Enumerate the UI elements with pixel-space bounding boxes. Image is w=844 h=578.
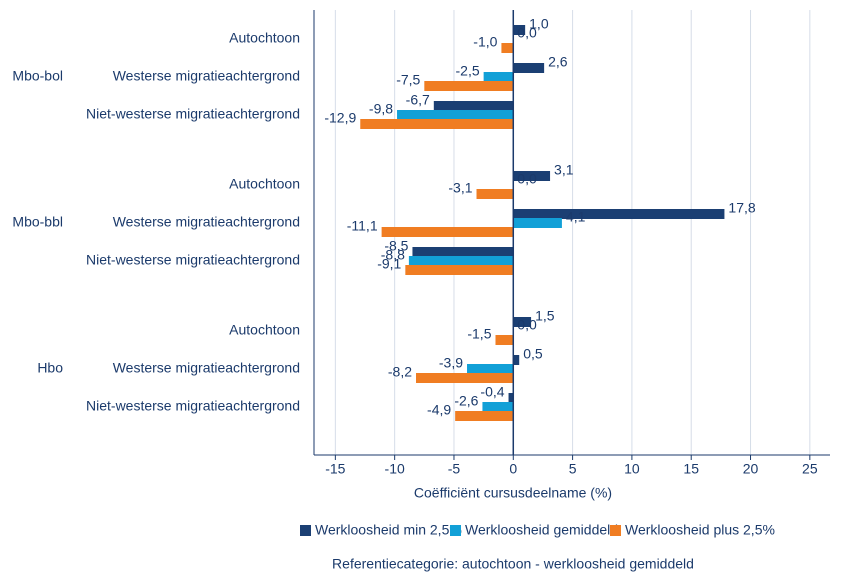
value-label: -6,7: [406, 92, 430, 108]
x-tick-label: 10: [624, 461, 640, 477]
legend-swatch: [610, 525, 621, 536]
bar: [424, 81, 514, 91]
value-label: 2,6: [548, 54, 568, 70]
value-label: -9,1: [377, 256, 401, 272]
value-label: 0,5: [523, 346, 543, 362]
bar: [513, 171, 551, 181]
bar: [483, 72, 514, 82]
y-tick-label: Autochtoon: [229, 30, 300, 46]
x-tick-label: 0: [509, 461, 517, 477]
value-label: -0,4: [480, 384, 504, 400]
bar: [381, 227, 514, 237]
value-label: -8,5: [384, 238, 408, 254]
bar: [513, 317, 532, 327]
value-label: 4,1: [566, 209, 586, 225]
bar: [412, 247, 514, 257]
group-label: Hbo: [37, 360, 63, 376]
bar: [482, 402, 514, 412]
legend-label: Werkloosheid plus 2,5%: [625, 522, 775, 538]
bar: [513, 218, 562, 228]
x-tick-label: 25: [802, 461, 818, 477]
value-label: -9,8: [369, 101, 393, 117]
legend-swatch: [450, 525, 461, 536]
legend-swatch: [300, 525, 311, 536]
y-tick-label: Niet-westerse migratieachtergrond: [86, 106, 300, 122]
value-label: -2,5: [456, 63, 480, 79]
bar: [513, 25, 526, 35]
value-label: -2,6: [454, 393, 478, 409]
bar: [433, 101, 514, 111]
value-label: -7,5: [396, 72, 420, 88]
bar: [513, 355, 520, 365]
y-tick-label: Westerse migratieachtergrond: [113, 68, 300, 84]
legend-label: Werkloosheid gemiddeld: [465, 522, 618, 538]
value-label: -4,9: [427, 402, 451, 418]
y-tick-label: Westerse migratieachtergrond: [113, 360, 300, 376]
value-label: -11,1: [347, 218, 378, 234]
x-axis-title: Coëfficiënt cursusdeelname (%): [414, 485, 612, 501]
value-label: -1,0: [473, 34, 497, 50]
bar: [405, 265, 514, 275]
group-label: Mbo-bol: [12, 68, 63, 84]
note: Referentiecategorie: autochtoon - werklo…: [332, 556, 694, 572]
value-label: 1,0: [529, 16, 549, 32]
y-tick-label: Niet-westerse migratieachtergrond: [86, 398, 300, 414]
bar: [408, 256, 514, 266]
group-label: Mbo-bbl: [12, 214, 63, 230]
value-label: 1,5: [535, 308, 555, 324]
bar: [513, 209, 725, 219]
value-label: -3,9: [439, 355, 463, 371]
value-label: -12,9: [324, 110, 356, 126]
x-tick-label: 15: [683, 461, 699, 477]
x-tick-label: 20: [743, 461, 759, 477]
bar: [508, 393, 514, 403]
bar: [360, 119, 514, 129]
value-label: 0,0: [517, 171, 537, 187]
x-tick-label: 5: [569, 461, 577, 477]
value-label: 17,8: [728, 200, 755, 216]
value-label: -8,8: [381, 247, 405, 263]
x-tick-label: -10: [385, 461, 405, 477]
value-label: -1,5: [467, 326, 491, 342]
bar: [513, 63, 545, 73]
y-tick-label: Westerse migratieachtergrond: [113, 214, 300, 230]
value-label: 0,0: [517, 25, 537, 41]
bar: [501, 43, 514, 53]
y-tick-label: Autochtoon: [229, 176, 300, 192]
bar: [397, 110, 514, 120]
bar: [495, 335, 514, 345]
bar: [476, 189, 514, 199]
x-tick-label: -5: [448, 461, 461, 477]
bar: [455, 411, 514, 421]
y-tick-label: Niet-westerse migratieachtergrond: [86, 252, 300, 268]
bar: [467, 364, 514, 374]
value-label: -8,2: [388, 364, 412, 380]
value-label: -3,1: [448, 180, 472, 196]
y-tick-label: Autochtoon: [229, 322, 300, 338]
value-label: 3,1: [554, 162, 574, 178]
legend-label: Werkloosheid min 2,5%: [315, 522, 462, 538]
value-label: 0,0: [517, 317, 537, 333]
bar: [416, 373, 514, 383]
x-tick-label: -15: [325, 461, 345, 477]
